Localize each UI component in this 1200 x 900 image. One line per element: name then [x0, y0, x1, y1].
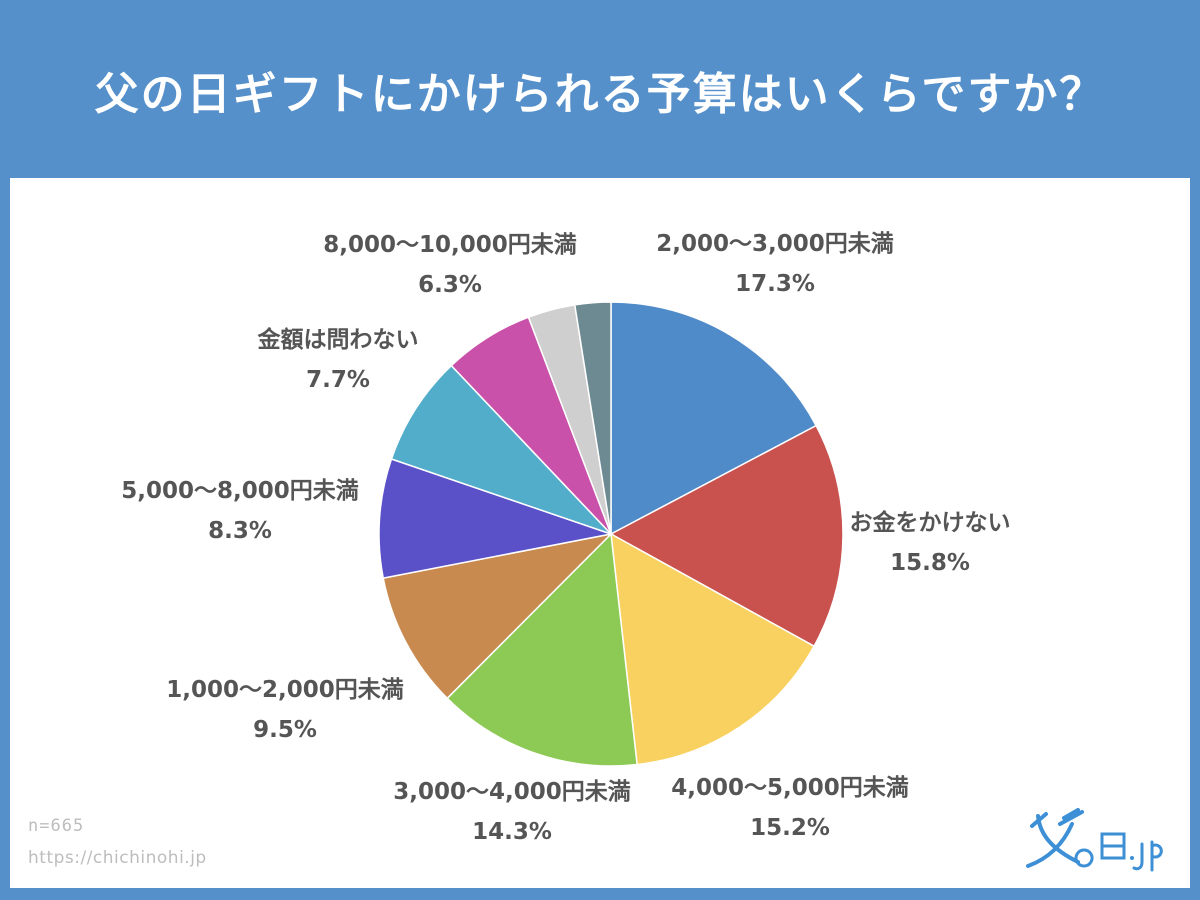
pie-slice-0 — [610, 301, 818, 536]
pie-slice-1 — [609, 424, 844, 648]
slice-label-3: 3,000〜4,000円未満 14.3% — [362, 772, 662, 852]
slice-pct-3: 14.3% — [472, 819, 552, 845]
slice-pct-7: 6.3% — [418, 272, 482, 298]
slice-pct-0: 17.3% — [735, 271, 815, 297]
slice-label-0: 2,000〜3,000円未満 17.3% — [625, 224, 925, 304]
slice-name-2: 4,000〜5,000円未満 — [671, 775, 909, 801]
slice-pct-4: 9.5% — [253, 717, 317, 743]
chart-panel — [10, 178, 1190, 888]
pie-slice-9 — [573, 301, 612, 535]
slice-pct-1: 15.8% — [890, 550, 970, 576]
slice-name-7: 8,000〜10,000円未満 — [323, 232, 577, 258]
slice-name-5: 5,000〜8,000円未満 — [121, 478, 359, 504]
chichinohi-logo — [1026, 808, 1163, 872]
slice-label-6: 金額は問わない 7.7% — [208, 320, 468, 400]
slice-label-4: 1,000〜2,000円未満 9.5% — [135, 670, 435, 750]
chart-title: 父の日ギフトにかけられる予算はいくらですか？ — [94, 69, 1106, 120]
pie-slice-5 — [378, 458, 614, 579]
pie-slice-2 — [610, 532, 816, 766]
source-url: https://chichinohi.jp — [28, 848, 207, 868]
slice-label-5: 5,000〜8,000円未満 8.3% — [90, 471, 390, 551]
slice-label-2: 4,000〜5,000円未満 15.2% — [640, 768, 940, 848]
slice-label-1: お金をかけない 15.8% — [830, 503, 1030, 583]
slice-name-3: 3,000〜4,000円未満 — [393, 779, 631, 805]
pie-chart — [378, 301, 844, 767]
pie-slice-3 — [446, 532, 638, 767]
slice-name-6: 金額は問わない — [257, 327, 419, 353]
sample-size: n=665 — [28, 816, 85, 836]
pie-slice-4 — [382, 532, 614, 700]
slice-pct-6: 7.7% — [306, 367, 370, 393]
slice-name-0: 2,000〜3,000円未満 — [656, 231, 894, 257]
slice-pct-5: 8.3% — [208, 518, 272, 544]
pie-slice-6 — [390, 364, 612, 535]
slice-name-4: 1,000〜2,000円未満 — [166, 677, 404, 703]
slice-label-7: 8,000〜10,000円未満 6.3% — [290, 225, 610, 305]
slice-name-1: お金をかけない — [849, 510, 1011, 536]
slice-pct-2: 15.2% — [750, 815, 830, 841]
